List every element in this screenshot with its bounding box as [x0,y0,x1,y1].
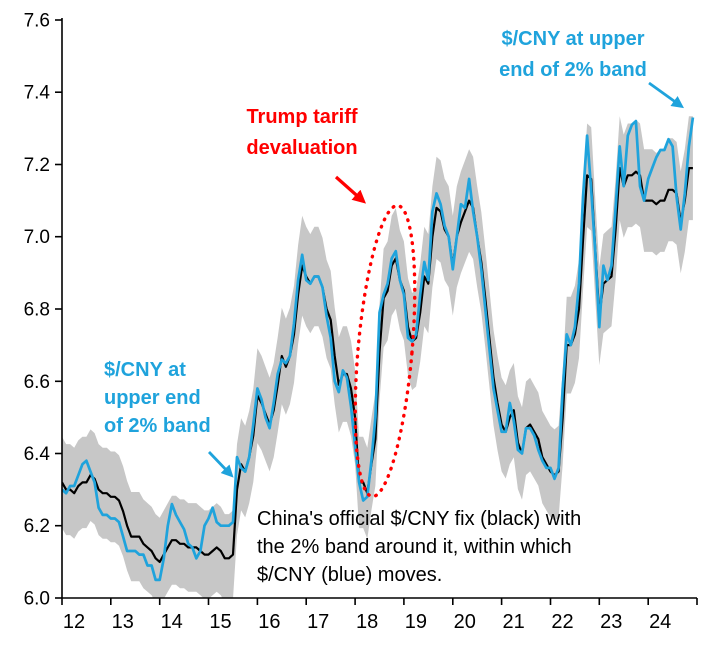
annotation-upper-band-left: $/CNY at upper end of 2% band [104,356,244,440]
x-tick-label: 12 [63,611,85,633]
y-tick-label: 6.4 [24,444,51,465]
y-tick-label: 6.2 [24,516,50,537]
chart-note-line2: the 2% band around it, within which [257,536,572,558]
x-tick-label: 13 [112,611,134,633]
x-tick-label: 19 [405,611,427,633]
annotation-upper-band-right-line2: end of 2% band [499,59,647,81]
annotation-upper-band-right: $/CNY at upper end of 2% band [466,24,680,86]
chart-note-line3: $/CNY (blue) moves. [257,564,443,586]
x-tick-label: 16 [258,611,280,633]
x-tick-label: 23 [600,611,622,633]
annotation-upper-band-left-line3: of 2% band [104,415,211,437]
y-tick-label: 7.2 [24,155,50,176]
annotation-trump-tariff-line1: Trump tariff [246,106,358,128]
y-tick-label: 6.8 [24,300,50,321]
y-tick-label: 7.6 [24,11,50,32]
chart-note-line1: China's official $/CNY fix (black) with [257,508,582,530]
y-tick-label: 6.0 [24,589,50,610]
tariff-arrow [334,175,367,204]
chart-note: China's official $/CNY fix (black) with … [257,505,687,589]
tariff-devaluation-ellipse [353,203,417,499]
annotation-upper-band-left-line1: $/CNY at [104,359,186,381]
y-tick-label: 7.4 [24,83,51,104]
x-tick-label: 24 [649,611,671,633]
spot-rate-line [62,117,695,582]
x-tick-label: 22 [551,611,573,633]
x-tick-label: 17 [307,611,329,633]
annotation-upper-band-left-line2: upper end [104,387,201,409]
annotation-trump-tariff: Trump tariff devaluation [224,102,380,164]
upper-band-arrow-right [648,81,685,109]
x-tick-label: 18 [356,611,378,633]
y-tick-label: 7.0 [24,227,50,248]
x-tick-label: 20 [454,611,476,633]
y-tick-label: 6.6 [24,372,50,393]
annotation-trump-tariff-line2: devaluation [246,137,358,159]
x-tick-label: 21 [502,611,524,633]
x-tick-label: 15 [209,611,231,633]
upper-band-arrow-left [207,451,234,478]
annotation-upper-band-right-line1: $/CNY at upper [501,28,645,50]
x-tick-label: 14 [161,611,183,633]
